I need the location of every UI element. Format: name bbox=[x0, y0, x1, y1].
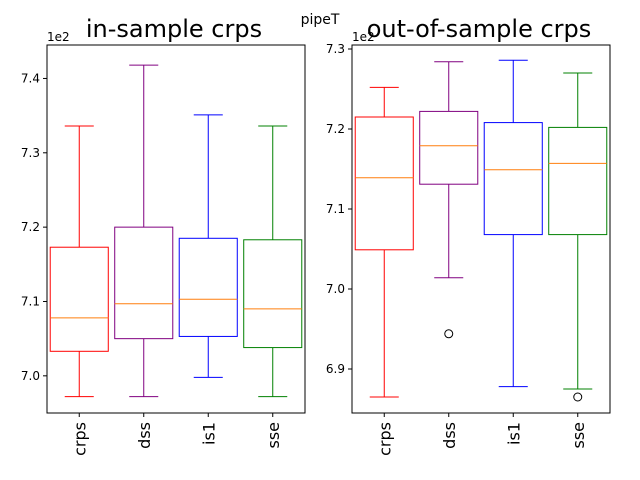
x-tick-label: sse bbox=[569, 422, 588, 449]
x-tick-label: crps bbox=[375, 422, 394, 456]
offset-label: 1e2 bbox=[352, 30, 375, 44]
box-iqr bbox=[419, 110, 479, 185]
box-iqr bbox=[114, 226, 174, 340]
y-tick-label: 7.0 bbox=[326, 282, 345, 296]
box-crps bbox=[354, 86, 414, 398]
x-tick-label: sse bbox=[264, 422, 283, 449]
box-dss bbox=[114, 64, 174, 398]
box-iqr bbox=[243, 239, 303, 349]
box-sse bbox=[243, 125, 303, 398]
panel-in-sample: in-sample crps 1e2 7.0 7.1 7.2 7.3 7.4 crps d… bbox=[21, 15, 306, 456]
boxes bbox=[49, 64, 303, 398]
outlier-point bbox=[444, 329, 454, 339]
figure-suptitle: pipeT bbox=[301, 12, 340, 28]
outlier-point bbox=[573, 392, 583, 402]
panel-title: in-sample crps bbox=[86, 15, 262, 43]
y-tick-label: 7.0 bbox=[21, 369, 40, 383]
y-tick-label: 7.1 bbox=[21, 294, 40, 308]
plot-area bbox=[46, 44, 306, 414]
y-tick-label: 7.1 bbox=[326, 202, 345, 216]
box-iqr bbox=[548, 126, 608, 236]
x-tick-label: is1 bbox=[199, 422, 218, 445]
box-crps bbox=[49, 125, 109, 398]
box-iqr bbox=[483, 122, 543, 236]
y-tick-label: 7.4 bbox=[21, 71, 40, 85]
panel-out-of-sample: out-of-sample crps 1e2 6.9 7.0 7.1 7.2 7.3 c… bbox=[326, 15, 611, 456]
box-iqr bbox=[49, 246, 109, 352]
y-tick-label: 6.9 bbox=[326, 362, 345, 376]
x-tick-label: is1 bbox=[504, 422, 523, 445]
x-tick-label: dss bbox=[440, 422, 459, 449]
box-sse bbox=[548, 72, 608, 402]
y-tick-label: 7.3 bbox=[21, 146, 40, 160]
boxes bbox=[354, 59, 608, 402]
y-tick-label: 7.2 bbox=[326, 122, 345, 136]
box-iqr bbox=[354, 116, 414, 251]
box-is1 bbox=[178, 114, 238, 378]
x-ticks: crps dss is1 sse bbox=[70, 413, 283, 456]
box-is1 bbox=[483, 59, 543, 388]
y-ticks: 7.0 7.1 7.2 7.3 7.4 bbox=[21, 71, 47, 383]
box-iqr bbox=[178, 237, 238, 337]
offset-label: 1e2 bbox=[47, 30, 70, 44]
plot-area bbox=[351, 44, 611, 414]
panel-title: out-of-sample crps bbox=[367, 15, 592, 43]
y-tick-label: 7.2 bbox=[21, 220, 40, 234]
x-ticks: crps dss is1 sse bbox=[375, 413, 588, 456]
x-tick-label: crps bbox=[70, 422, 89, 456]
y-ticks: 6.9 7.0 7.1 7.2 7.3 bbox=[326, 42, 352, 376]
y-tick-label: 7.3 bbox=[326, 42, 345, 56]
x-tick-label: dss bbox=[135, 422, 154, 449]
box-dss bbox=[419, 61, 479, 339]
